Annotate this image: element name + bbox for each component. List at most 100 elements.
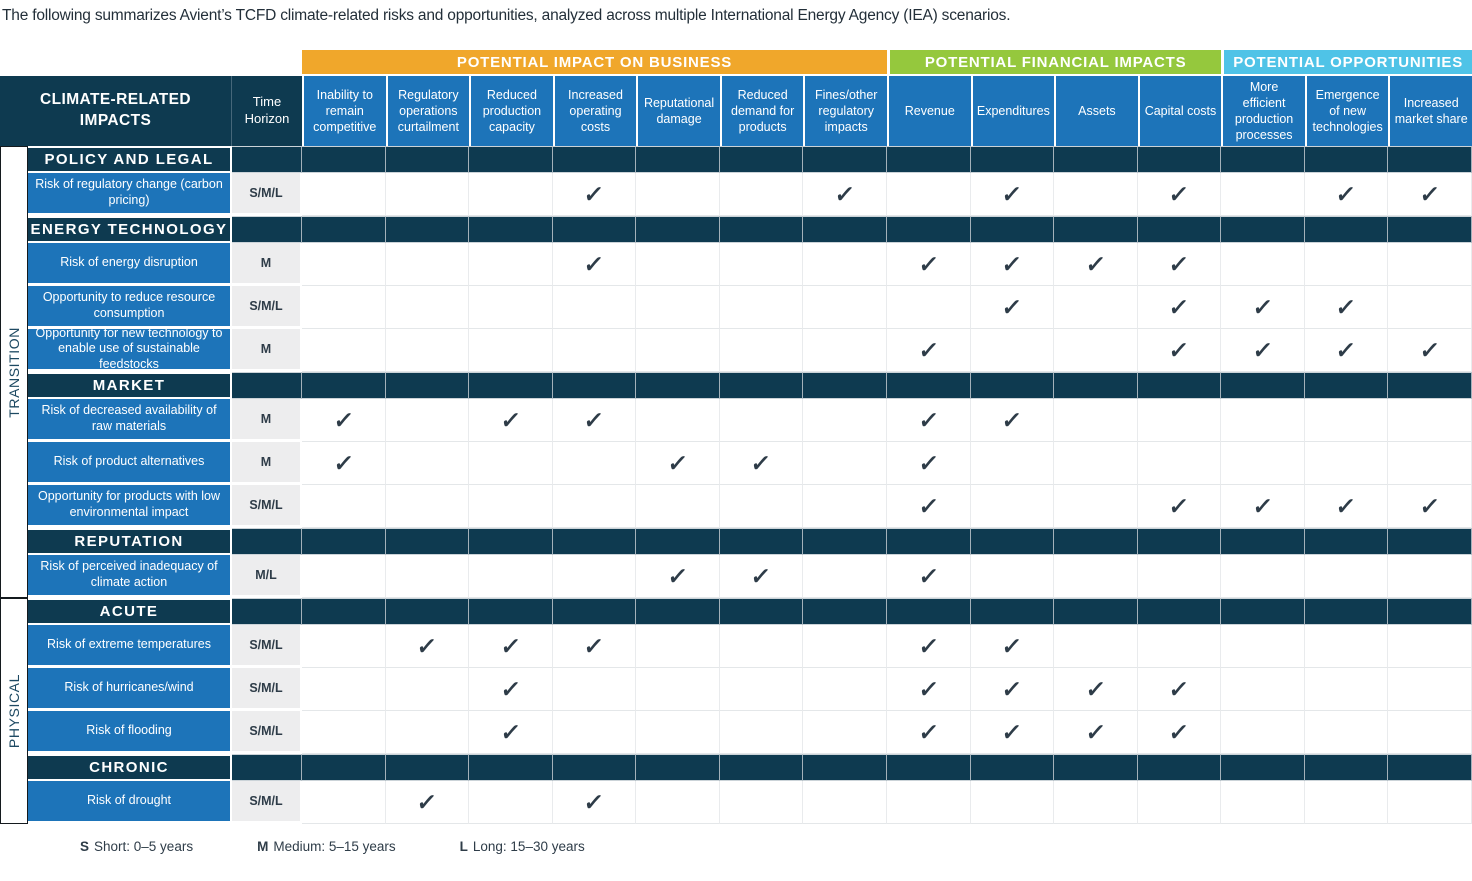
check-cell-empty — [1054, 329, 1138, 372]
legend-item-medium: M Medium: 5–15 years — [257, 839, 396, 854]
check-cell-empty — [970, 485, 1055, 528]
check-cell-checked: ✓ — [886, 711, 971, 754]
check-cell-checked: ✓ — [886, 555, 971, 598]
check-cell-empty — [636, 711, 720, 754]
check-cell-checked: ✓ — [552, 173, 637, 216]
check-icon: ✓ — [1334, 293, 1358, 320]
section-filler-cell — [970, 216, 1055, 243]
section-filler-cell — [719, 216, 804, 243]
check-cell-checked: ✓ — [886, 399, 971, 442]
section-filler-cell — [1388, 372, 1472, 399]
time-horizon-value: S/M/L — [232, 711, 302, 754]
side-label-physical: PHYSICAL — [0, 598, 28, 824]
section-header: POLICY AND LEGAL — [28, 146, 232, 173]
section-filler-cell — [1137, 598, 1222, 625]
check-icon: ✓ — [1418, 336, 1442, 363]
check-cell-empty — [886, 173, 971, 216]
section-filler-cell — [803, 216, 887, 243]
check-cell-empty — [636, 781, 720, 824]
row-label: Risk of energy disruption — [28, 243, 232, 286]
check-cell-empty — [1054, 399, 1138, 442]
check-cell-empty — [1137, 399, 1222, 442]
section-filler-cell — [719, 598, 804, 625]
check-cell-checked: ✓ — [1388, 329, 1472, 372]
check-cell-empty — [1388, 442, 1472, 485]
section-filler-cell — [1137, 146, 1222, 173]
section-filler-cell — [803, 598, 887, 625]
check-icon: ✓ — [1251, 336, 1275, 363]
check-cell-empty — [302, 329, 386, 372]
check-cell-empty — [1137, 781, 1222, 824]
check-cell-empty — [970, 555, 1055, 598]
check-icon: ✓ — [749, 449, 773, 476]
check-cell-empty — [719, 243, 804, 286]
check-cell-checked: ✓ — [552, 399, 637, 442]
check-cell-empty — [803, 329, 887, 372]
check-icon: ✓ — [582, 250, 606, 277]
section-filler-cell — [886, 528, 971, 555]
row-label: Opportunity to reduce resource consumpti… — [28, 286, 232, 329]
column-header: Assets — [1054, 76, 1138, 146]
check-cell-empty — [719, 781, 804, 824]
section-filler-cell — [1054, 372, 1138, 399]
check-icon: ✓ — [1167, 492, 1191, 519]
section-filler-cell — [469, 216, 553, 243]
check-cell-empty — [1054, 555, 1138, 598]
row-label: Opportunity for new technology to enable… — [28, 326, 232, 372]
section-filler-cell — [469, 754, 553, 781]
section-filler-cell — [803, 146, 887, 173]
check-icon: ✓ — [499, 718, 522, 745]
check-cell-empty — [719, 399, 804, 442]
section-filler-cell — [636, 216, 720, 243]
check-cell-empty — [552, 485, 637, 528]
check-cell-empty — [302, 781, 386, 824]
check-cell-empty — [1388, 243, 1472, 286]
check-cell-empty — [469, 555, 553, 598]
section-filler-cell — [302, 146, 386, 173]
section-filler-cell — [1304, 146, 1389, 173]
check-cell-empty — [385, 442, 470, 485]
check-icon: ✓ — [1334, 336, 1358, 363]
section-filler-cell — [469, 146, 553, 173]
check-cell-empty — [469, 243, 553, 286]
column-header: Revenue — [886, 76, 971, 146]
section-filler-cell — [385, 528, 470, 555]
section-filler-cell — [886, 216, 971, 243]
section-header: MARKET — [28, 372, 232, 399]
section-filler-cell — [1221, 146, 1305, 173]
check-cell-empty — [302, 173, 386, 216]
section-filler-cell — [552, 146, 637, 173]
check-cell-checked: ✓ — [552, 243, 637, 286]
check-cell-checked: ✓ — [469, 399, 553, 442]
column-header: Emergence of new technologies — [1304, 76, 1389, 146]
check-icon: ✓ — [415, 632, 439, 659]
section-filler-cell — [469, 372, 553, 399]
section-filler-cell — [232, 754, 302, 781]
row-label: Risk of decreased availability of raw ma… — [28, 399, 232, 442]
check-icon: ✓ — [1167, 293, 1191, 320]
check-cell-checked: ✓ — [1137, 173, 1222, 216]
check-cell-checked: ✓ — [302, 399, 386, 442]
time-horizon-value: S/M/L — [232, 485, 302, 528]
check-cell-empty — [719, 625, 804, 668]
row-label: Risk of perceived inadequacy of climate … — [28, 555, 232, 598]
section-filler-cell — [552, 528, 637, 555]
section-filler-cell — [302, 216, 386, 243]
check-cell-checked: ✓ — [970, 243, 1055, 286]
check-cell-empty — [886, 286, 971, 329]
section-filler-cell — [385, 372, 470, 399]
check-cell-empty — [302, 555, 386, 598]
side-label-text: PHYSICAL — [6, 673, 22, 749]
check-cell-empty — [1221, 173, 1305, 216]
check-icon: ✓ — [1167, 336, 1191, 363]
section-filler-cell — [302, 528, 386, 555]
section-filler-cell — [1388, 528, 1472, 555]
check-cell-empty — [1221, 711, 1305, 754]
section-filler-cell — [552, 598, 637, 625]
check-cell-empty — [636, 485, 720, 528]
check-cell-empty — [636, 286, 720, 329]
check-cell-empty — [552, 286, 637, 329]
check-icon: ✓ — [582, 632, 606, 659]
check-cell-checked: ✓ — [1137, 711, 1222, 754]
check-cell-empty — [1304, 442, 1389, 485]
